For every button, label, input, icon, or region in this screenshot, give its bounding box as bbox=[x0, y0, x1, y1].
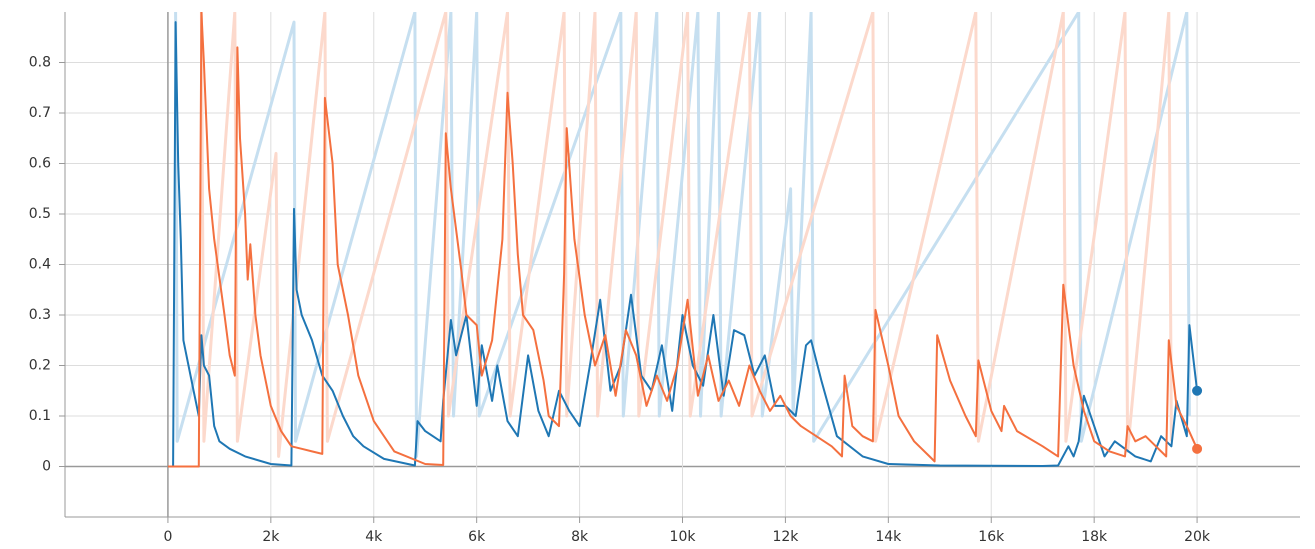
y-tick-label: 0.4 bbox=[29, 257, 51, 273]
x-tick-label: 6k bbox=[468, 529, 486, 545]
x-tick-label: 16k bbox=[978, 529, 1005, 545]
x-tick-label: 4k bbox=[365, 529, 383, 545]
y-tick-label: 0.6 bbox=[29, 156, 51, 172]
end-point bbox=[1192, 385, 1203, 396]
y-tick-label: 0.2 bbox=[29, 358, 51, 374]
y-tick-label: 0.7 bbox=[29, 105, 51, 121]
raw-line bbox=[174, 12, 1191, 458]
x-tick-label: 18k bbox=[1081, 529, 1108, 545]
x-tick-label: 2k bbox=[262, 529, 280, 545]
x-tick-label: 12k bbox=[772, 529, 799, 545]
y-tick-label: 0.1 bbox=[29, 408, 51, 424]
y-tick-label: 0.8 bbox=[29, 55, 51, 71]
end-point bbox=[1192, 443, 1203, 454]
x-tick-label: 10k bbox=[670, 529, 697, 545]
raw-line bbox=[199, 12, 1173, 458]
x-tick-label: 8k bbox=[571, 529, 589, 545]
smoothed-line bbox=[167, 21, 1199, 468]
x-tick-label: 20k bbox=[1184, 529, 1211, 545]
y-tick-label: 0 bbox=[42, 459, 51, 475]
x-tick-label: 0 bbox=[163, 529, 172, 545]
smoothed-line bbox=[167, 12, 1199, 468]
y-tick-label: 0.3 bbox=[29, 307, 51, 323]
plot-area bbox=[167, 12, 1199, 468]
y-tick-label: 0.5 bbox=[29, 206, 51, 222]
x-tick-label: 14k bbox=[875, 529, 902, 545]
